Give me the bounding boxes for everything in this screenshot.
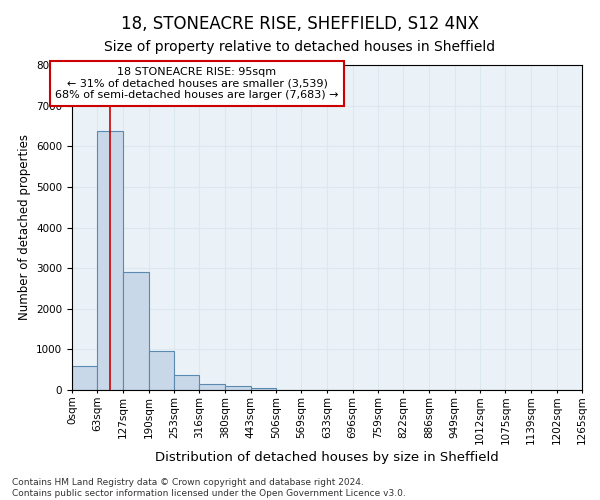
Text: Contains HM Land Registry data © Crown copyright and database right 2024.
Contai: Contains HM Land Registry data © Crown c… (12, 478, 406, 498)
Text: 18 STONEACRE RISE: 95sqm
← 31% of detached houses are smaller (3,539)
68% of sem: 18 STONEACRE RISE: 95sqm ← 31% of detach… (55, 67, 339, 100)
X-axis label: Distribution of detached houses by size in Sheffield: Distribution of detached houses by size … (155, 452, 499, 464)
Text: Size of property relative to detached houses in Sheffield: Size of property relative to detached ho… (104, 40, 496, 54)
Bar (174, 376, 199, 390)
Bar (199, 384, 225, 390)
Y-axis label: Number of detached properties: Number of detached properties (17, 134, 31, 320)
Text: 18, STONEACRE RISE, SHEFFIELD, S12 4NX: 18, STONEACRE RISE, SHEFFIELD, S12 4NX (121, 15, 479, 33)
Bar (97, 131, 123, 390)
Bar (149, 351, 174, 390)
Bar (123, 272, 149, 390)
Bar (251, 388, 276, 390)
Bar (72, 366, 97, 390)
Bar (225, 386, 251, 390)
